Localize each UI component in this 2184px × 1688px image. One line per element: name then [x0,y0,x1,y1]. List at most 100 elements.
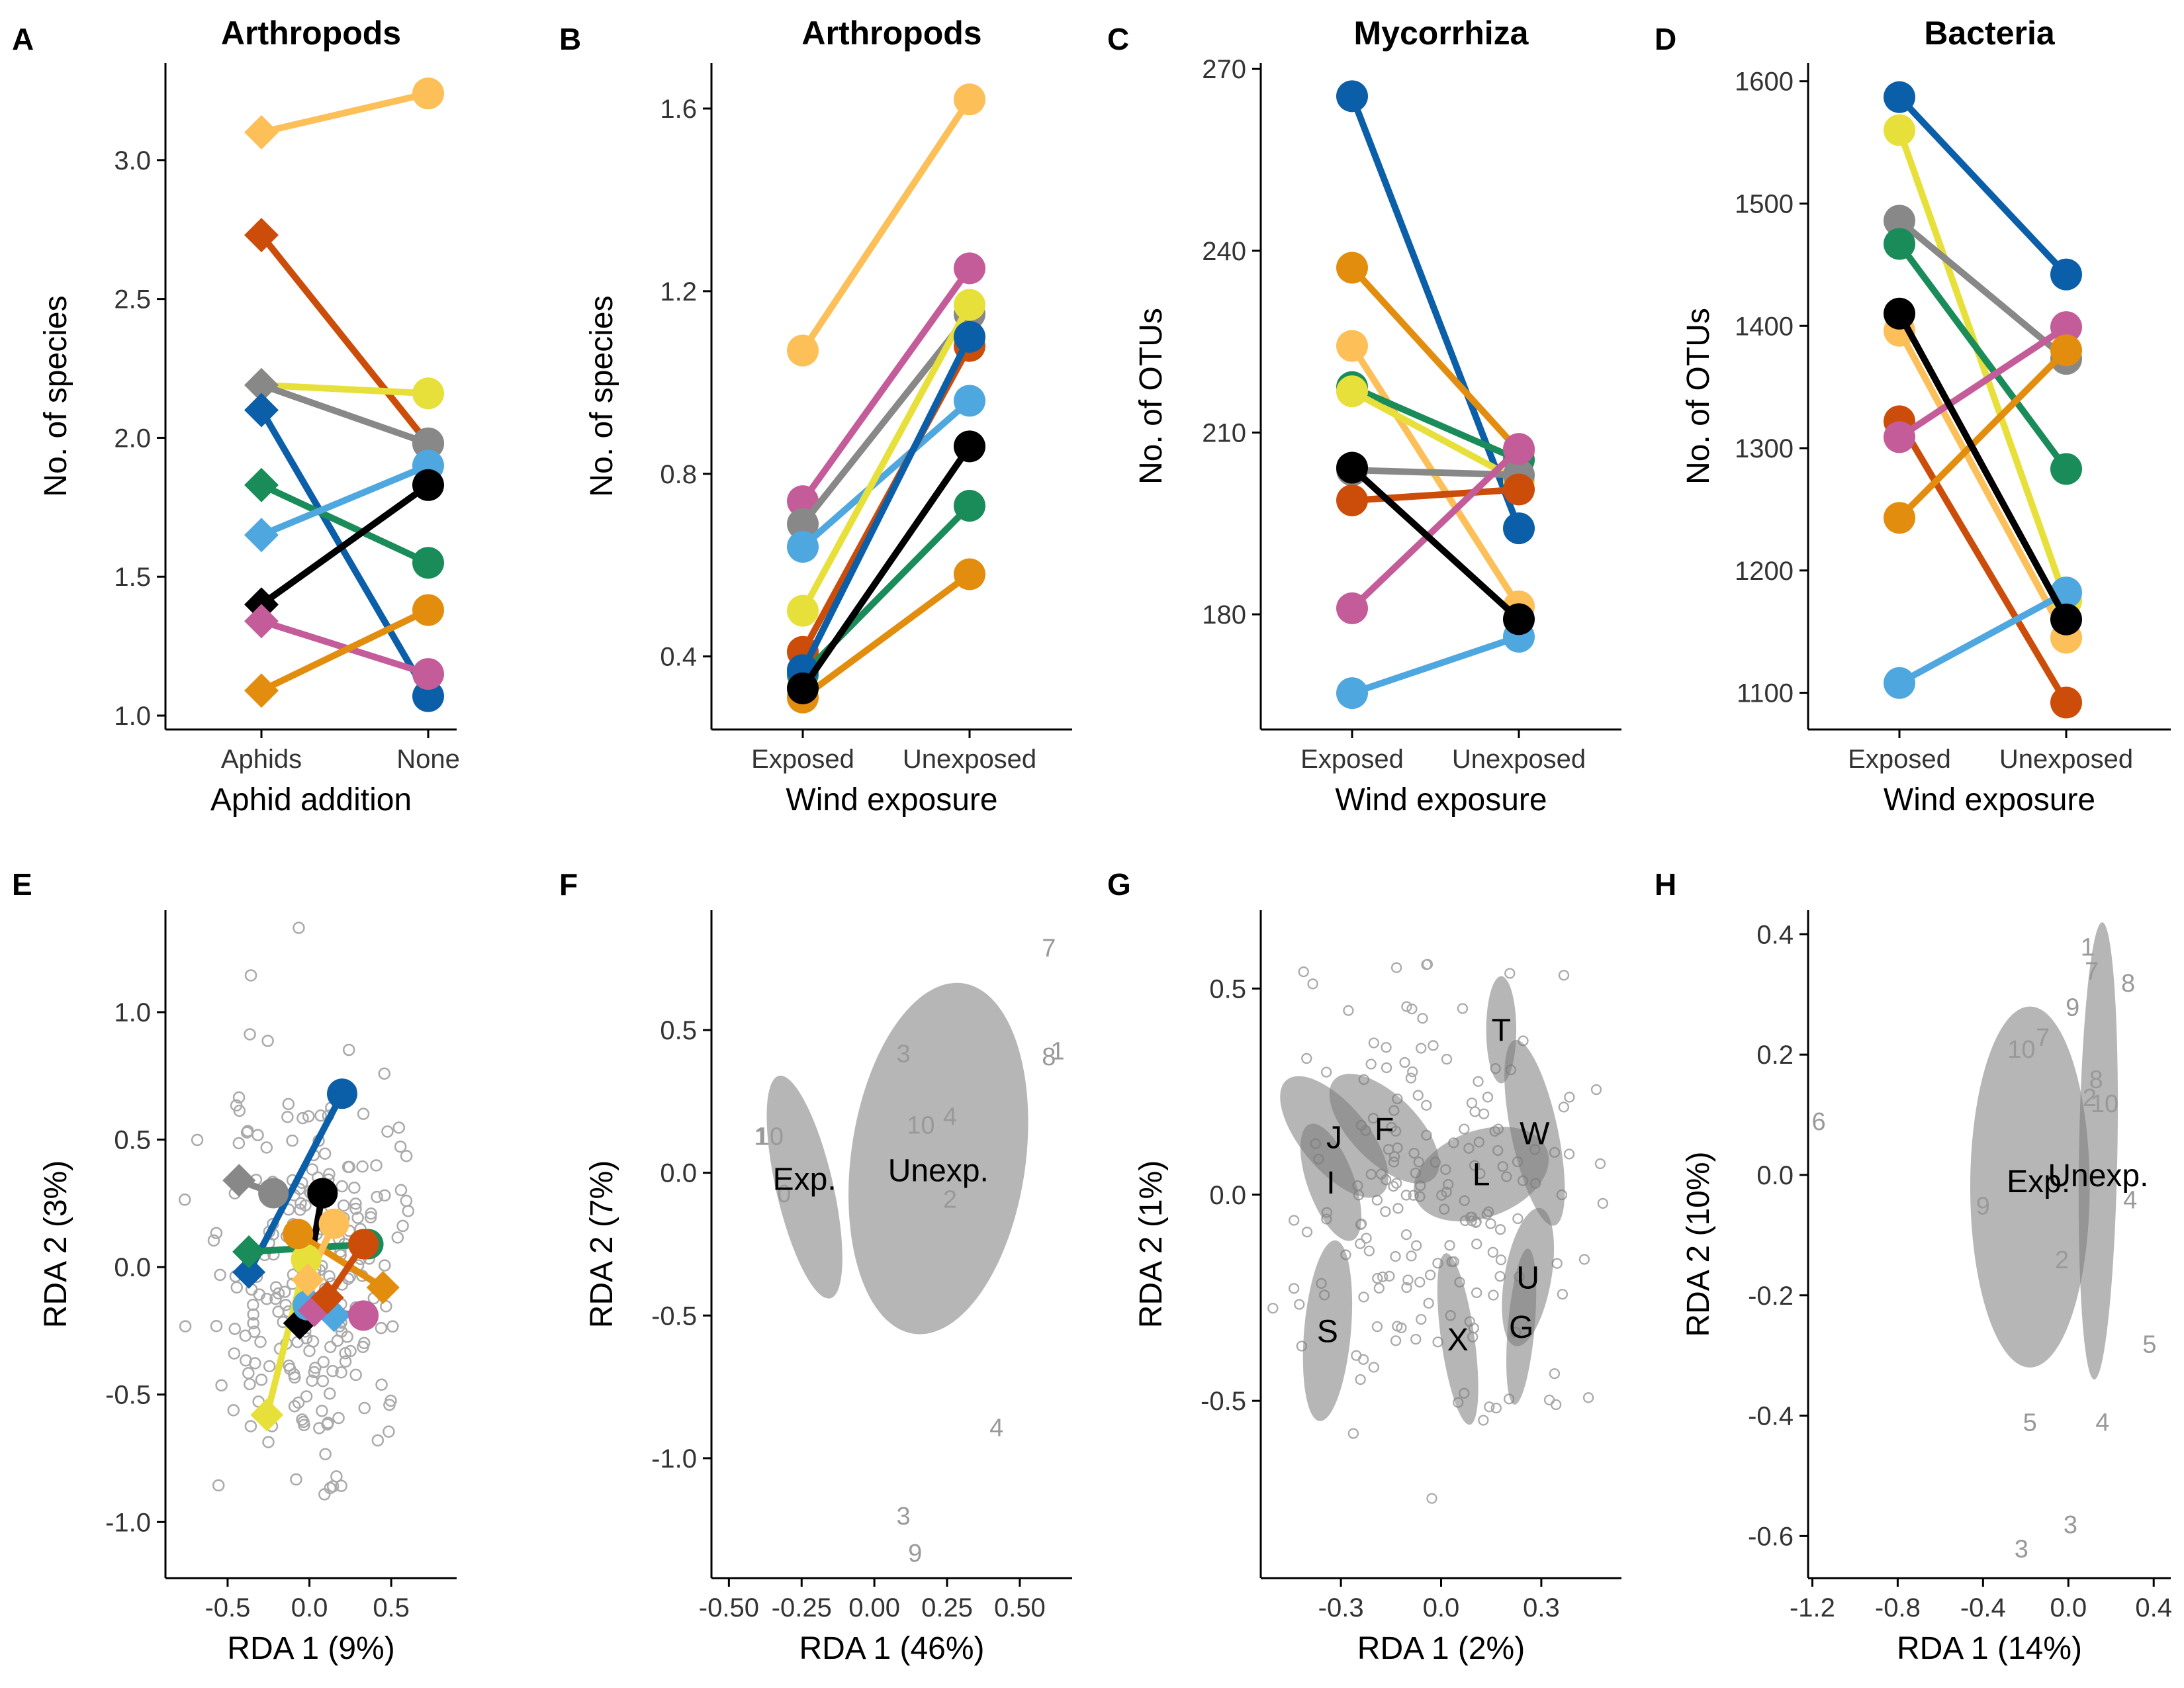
data-point [412,547,444,579]
otu-point [1414,1276,1426,1288]
data-point [1336,330,1368,362]
panel-letter: E [12,867,32,902]
species-point [385,1394,397,1407]
otu-point [1361,1233,1372,1244]
species-point [255,1374,268,1386]
otu-point [1363,1245,1375,1256]
group-label: T [1492,1013,1511,1049]
y-tick-label: 240 [1202,237,1246,266]
panel-title: Mycorrhiza [1354,15,1529,52]
otu-point [1289,1283,1300,1294]
data-point [954,320,985,353]
y-axis-title: No. of species [38,295,73,496]
y-tick-label: 1.0 [114,998,151,1027]
site-label: 2 [2083,1084,2097,1112]
otu-point [1410,1333,1422,1345]
series-line [1349,383,1522,463]
panel-A: A Arthropods 1.0 1.5 2.0 2.5 3.0 Aphid addition… [12,15,460,818]
x-tick-label: Exposed [751,745,854,774]
y-tick-label: -0.5 [1201,1387,1246,1416]
centroid-point [291,1244,322,1275]
species-point [318,1147,332,1160]
panel-letter: B [559,22,581,56]
data-point [787,672,819,704]
data-point [954,490,985,522]
series-line [1896,418,2070,706]
otu-point [1590,1084,1602,1096]
centroid-diamond [232,1235,266,1269]
group-label: S [1317,1314,1338,1349]
panel-letter: F [559,867,578,902]
site-label: 8 [1042,1043,1056,1071]
species-point [341,1331,353,1343]
y-tick-label: 0.0 [1756,1161,1794,1190]
group-label: F [1375,1112,1394,1147]
series-line [799,333,973,674]
x-tick-label: None [396,745,460,774]
site-label: 3 [897,1041,911,1068]
y-tick-label: -0.5 [651,1301,697,1331]
data-point [1884,421,1915,453]
species-point [299,1199,312,1212]
x-tick-label: 0.50 [994,1593,1046,1622]
series-line [799,443,973,692]
otu-point [1355,1374,1366,1385]
x-tick-label: Unexposed [1452,745,1586,774]
site-label: 4 [943,1103,957,1131]
panel-letter: C [1107,22,1129,56]
y-tick-label: 1.6 [660,95,697,124]
otu-point [1578,1254,1590,1265]
species-point [244,969,257,982]
series-line [258,90,432,136]
species-point [228,1323,242,1335]
species-point [293,921,305,934]
species-point [212,1479,225,1492]
y-tick-label: 1.0 [114,702,151,731]
group-ellipse [1414,1127,1549,1222]
centroid-diamond [232,1255,266,1289]
data-point [1884,502,1915,534]
site-label: 1 [754,1123,768,1151]
species-point [396,1219,409,1233]
otu-point [1485,1218,1496,1229]
species-point [254,1335,267,1348]
group-label: J [1326,1121,1342,1156]
group-label: L [1473,1158,1490,1193]
otu-point [1390,1335,1402,1346]
data-point [412,680,444,712]
species-point [400,1150,413,1162]
series-line [1896,217,2070,363]
series-line [258,381,432,447]
otu-point [1473,1076,1484,1087]
series-line [258,606,432,694]
species-point [400,1194,413,1207]
species-point [288,1400,301,1413]
site-label: 8 [2089,1066,2103,1094]
series-line [1896,310,2070,623]
site-label: 5 [2023,1409,2037,1437]
otu-point [1558,1102,1570,1113]
data-point [2050,453,2082,485]
site-label: 1 [1050,1037,1064,1065]
species-point [261,1035,274,1047]
species-point [387,1320,399,1333]
y-tick-label: -0.5 [105,1381,151,1410]
species-point [375,1322,388,1335]
species-point [317,1356,330,1368]
y-axis-title: No. of OTUs [1681,308,1716,485]
group-label: U [1516,1260,1539,1295]
species-point [392,1121,406,1134]
otu-point [1400,1229,1412,1241]
species-point [298,1419,310,1432]
x-tick-label: 0.0 [291,1593,328,1622]
data-point [412,658,444,690]
series-line [799,96,973,354]
species-point [178,1194,191,1206]
species-point [260,1141,273,1154]
x-axis-title: RDA 1 (14%) [1897,1631,2082,1666]
otu-point [1550,1399,1562,1411]
x-axis-title: RDA 1 (2%) [1357,1631,1525,1666]
otu-point [1563,1149,1575,1160]
panel-G: G -0.5 0.0 0.5 -0.3 0.0 0.3 RDA 1 (2%) RDA 2 (1%… [1107,867,1621,1666]
y-axis-title: RDA 2 (7%) [584,1160,619,1328]
